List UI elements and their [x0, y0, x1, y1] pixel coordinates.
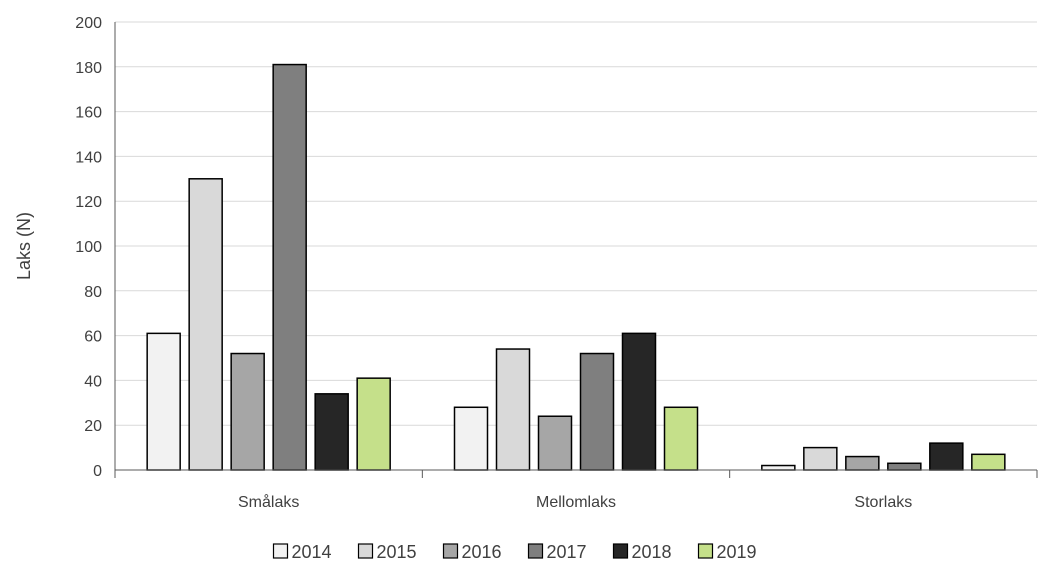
bars [146, 63, 1006, 471]
x-category-label: Storlaks [854, 494, 912, 511]
bar-smålaks-2016 [230, 352, 265, 471]
y-tick-label: 20 [84, 418, 102, 435]
bar-mellomlaks-2019 [663, 406, 699, 471]
y-tick-label: 80 [84, 284, 102, 301]
legend-swatch [697, 543, 714, 559]
bar-mellomlaks-2017 [579, 352, 615, 471]
legend-swatch [272, 543, 289, 559]
bar-storlaks-2014 [761, 464, 796, 471]
bar-storlaks-2017 [887, 462, 922, 471]
x-category-label: Mellomlaks [536, 494, 616, 511]
legend-label: 2019 [717, 542, 757, 562]
bar-mellomlaks-2014 [453, 406, 489, 471]
y-tick-label: 120 [75, 194, 102, 211]
bar-mellomlaks-2016 [537, 415, 573, 471]
x-category-labels: Smålaks Mellomlaks Storlaks [238, 493, 912, 511]
legend-item-2019: 2019 [697, 542, 757, 562]
legend-item-2017: 2017 [527, 542, 587, 562]
y-tick-label: 100 [75, 239, 102, 256]
legend-label: 2015 [377, 542, 417, 562]
legend-label: 2016 [462, 542, 502, 562]
legend-item-2016: 2016 [442, 542, 502, 562]
x-category-label: Smålaks [238, 493, 299, 511]
bar-storlaks-2019 [971, 453, 1006, 471]
legend-item-2018: 2018 [612, 542, 672, 562]
legend-item-2015: 2015 [357, 542, 417, 562]
legend-swatch [527, 543, 544, 559]
legend-swatch [357, 543, 374, 559]
legend-label: 2018 [632, 542, 672, 562]
legend-swatch [442, 543, 459, 559]
legend-label: 2017 [547, 542, 587, 562]
y-axis-title: Laks (N) [14, 212, 34, 280]
axes [114, 22, 1038, 478]
bar-storlaks-2016 [845, 455, 880, 471]
bar-smålaks-2017 [272, 63, 307, 471]
bar-mellomlaks-2018 [621, 332, 657, 471]
bar-smålaks-2018 [314, 393, 349, 471]
y-tick-label: 200 [75, 15, 102, 32]
y-tick-label: 0 [93, 463, 102, 480]
bar-smålaks-2015 [188, 178, 223, 471]
bar-smålaks-2014 [146, 332, 181, 471]
bar-mellomlaks-2015 [495, 348, 531, 471]
y-tick-label: 40 [84, 373, 102, 390]
bar-smålaks-2019 [356, 377, 391, 471]
y-tick-label: 160 [75, 105, 102, 122]
y-tick-label: 180 [75, 60, 102, 77]
legend: 2014 2015 2016 2017 2018 2019 [272, 542, 757, 562]
bar-storlaks-2015 [803, 446, 838, 471]
gridlines [115, 21, 1037, 426]
y-tick-label: 60 [84, 329, 102, 346]
legend-item-2014: 2014 [272, 542, 332, 562]
legend-label: 2014 [292, 542, 332, 562]
y-tick-labels: 0 20 40 60 80 100 120 140 160 180 200 [75, 15, 102, 480]
y-tick-label: 140 [75, 149, 102, 166]
bar-storlaks-2018 [929, 442, 964, 471]
legend-swatch [612, 543, 629, 559]
